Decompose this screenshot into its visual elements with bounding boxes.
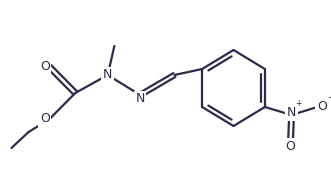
Text: N: N (287, 107, 296, 120)
Text: O: O (286, 140, 296, 153)
Text: −: − (327, 94, 331, 102)
Text: N: N (103, 69, 113, 82)
Text: O: O (40, 113, 50, 126)
Text: O: O (40, 61, 50, 74)
Text: N: N (135, 93, 145, 106)
Text: O: O (317, 100, 327, 113)
Text: +: + (295, 100, 302, 109)
